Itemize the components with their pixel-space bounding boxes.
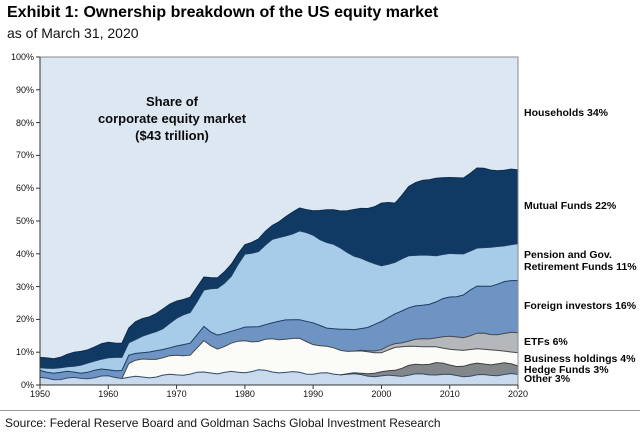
x-tick-label: 1980 <box>234 389 255 399</box>
area-hedge-funds <box>40 362 518 380</box>
exhibit-title: Exhibit 1: Ownership breakdown of the US… <box>7 4 439 21</box>
area-business-holdings <box>40 338 518 380</box>
series-label-business-holdings: Business holdings 4% <box>524 352 636 365</box>
area-other <box>40 369 518 385</box>
boundary-mutual-funds <box>39 167 519 360</box>
boundary-other <box>39 369 519 381</box>
boundary-etfs <box>354 331 519 352</box>
series-label-pension-and-gov-retirement-funds: Pension and Gov. Retirement Funds 11% <box>524 249 637 274</box>
x-tick-label: 1960 <box>98 389 119 399</box>
x-tick-label: 2020 <box>507 389 529 399</box>
y-tick-label: 80% <box>15 117 34 128</box>
y-tick-label: 90% <box>15 84 34 95</box>
series-label-households: Households 34% <box>524 106 609 119</box>
series-label-foreign-investors: Foreign investors 16% <box>524 300 637 313</box>
y-tick-label: 100% <box>10 52 34 62</box>
area-etfs <box>40 332 518 380</box>
boundary-pension-and-gov-retirement-funds <box>39 230 519 369</box>
x-tick-label: 2000 <box>371 389 392 399</box>
y-tick-label: 40% <box>15 248 34 259</box>
y-tick-label: 70% <box>15 150 34 161</box>
series-label-etfs: ETFs 6% <box>524 336 568 349</box>
area-pension-and-gov-retirement-funds <box>40 230 518 374</box>
y-tick-label: 30% <box>15 281 34 292</box>
series-label-other: Other 3% <box>524 373 571 386</box>
y-tick-label: 10% <box>15 347 34 358</box>
boundary-hedge-funds <box>340 362 519 376</box>
series-label-mutual-funds: Mutual Funds 22% <box>524 200 617 213</box>
area-foreign-investors <box>40 280 518 380</box>
y-tick-label: 50% <box>15 216 34 226</box>
boundary-foreign-investors <box>39 280 518 374</box>
boundary-business-holdings <box>121 337 519 379</box>
series-label-hedge-funds: Hedge Funds 3% <box>524 363 609 376</box>
exhibit-subtitle: as of March 31, 2020 <box>7 25 139 41</box>
x-tick-label: 1990 <box>303 389 324 399</box>
y-tick-label: 0% <box>20 380 34 390</box>
chart-annotation: Share of corporate equity market ($43 tr… <box>97 94 247 143</box>
x-tick-label: 1950 <box>29 389 51 399</box>
source-divider <box>0 410 640 411</box>
x-tick-label: 2010 <box>439 389 460 399</box>
y-tick-label: 60% <box>15 183 34 194</box>
area-mutual-funds <box>40 168 518 369</box>
source-text: Source: Federal Reserve Board and Goldma… <box>5 416 441 430</box>
y-tick-label: 20% <box>15 314 34 325</box>
x-tick-label: 1970 <box>166 389 187 399</box>
